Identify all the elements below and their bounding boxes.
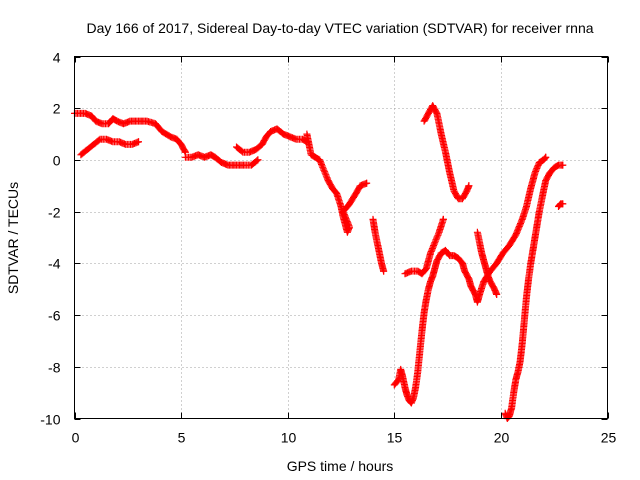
chart-title: Day 166 of 2017, Sidereal Day-to-day VTE… bbox=[86, 20, 593, 36]
grid bbox=[74, 56, 608, 419]
data-points bbox=[71, 102, 567, 422]
y-tick-label: 2 bbox=[53, 101, 61, 117]
y-tick-label: 0 bbox=[53, 153, 61, 169]
axis-ticks bbox=[74, 56, 609, 420]
series bbox=[71, 102, 567, 422]
y-axis-label: SDTVAR / TECUs bbox=[5, 182, 21, 294]
x-tick-label: 15 bbox=[387, 430, 403, 446]
y-tick-label: 4 bbox=[53, 50, 61, 66]
data-point bbox=[532, 167, 540, 175]
data-point bbox=[465, 182, 473, 190]
data-point bbox=[380, 267, 388, 275]
data-point bbox=[559, 161, 567, 169]
data-point bbox=[254, 156, 262, 164]
x-axis-label: GPS time / hours bbox=[287, 458, 394, 474]
data-point bbox=[541, 154, 549, 162]
x-tick-label: 20 bbox=[494, 430, 510, 446]
y-tick-label: -8 bbox=[48, 360, 61, 376]
x-tick-label: 0 bbox=[72, 430, 80, 446]
x-tick-label: 25 bbox=[601, 430, 617, 446]
y-tick-labels: -10 -8 -6 -4 -2 0 2 4 bbox=[40, 50, 60, 428]
data-point bbox=[363, 179, 371, 187]
data-point bbox=[542, 153, 550, 161]
data-point bbox=[493, 290, 501, 298]
data-point bbox=[253, 157, 261, 165]
x-tick-labels: 0 5 10 15 20 25 bbox=[72, 430, 617, 446]
x-tick-label: 5 bbox=[178, 430, 186, 446]
data-point bbox=[181, 147, 189, 155]
y-tick-label: -10 bbox=[40, 412, 60, 428]
data-point bbox=[534, 162, 542, 169]
data-point bbox=[439, 215, 447, 223]
plot-frame bbox=[74, 56, 608, 419]
x-tick-label: 10 bbox=[281, 430, 297, 446]
y-tick-label: -4 bbox=[48, 256, 61, 272]
y-tick-label: -2 bbox=[48, 205, 61, 221]
data-point bbox=[559, 200, 567, 208]
y-tick-label: -6 bbox=[48, 308, 61, 324]
data-point bbox=[135, 138, 142, 146]
data-point bbox=[433, 233, 441, 241]
